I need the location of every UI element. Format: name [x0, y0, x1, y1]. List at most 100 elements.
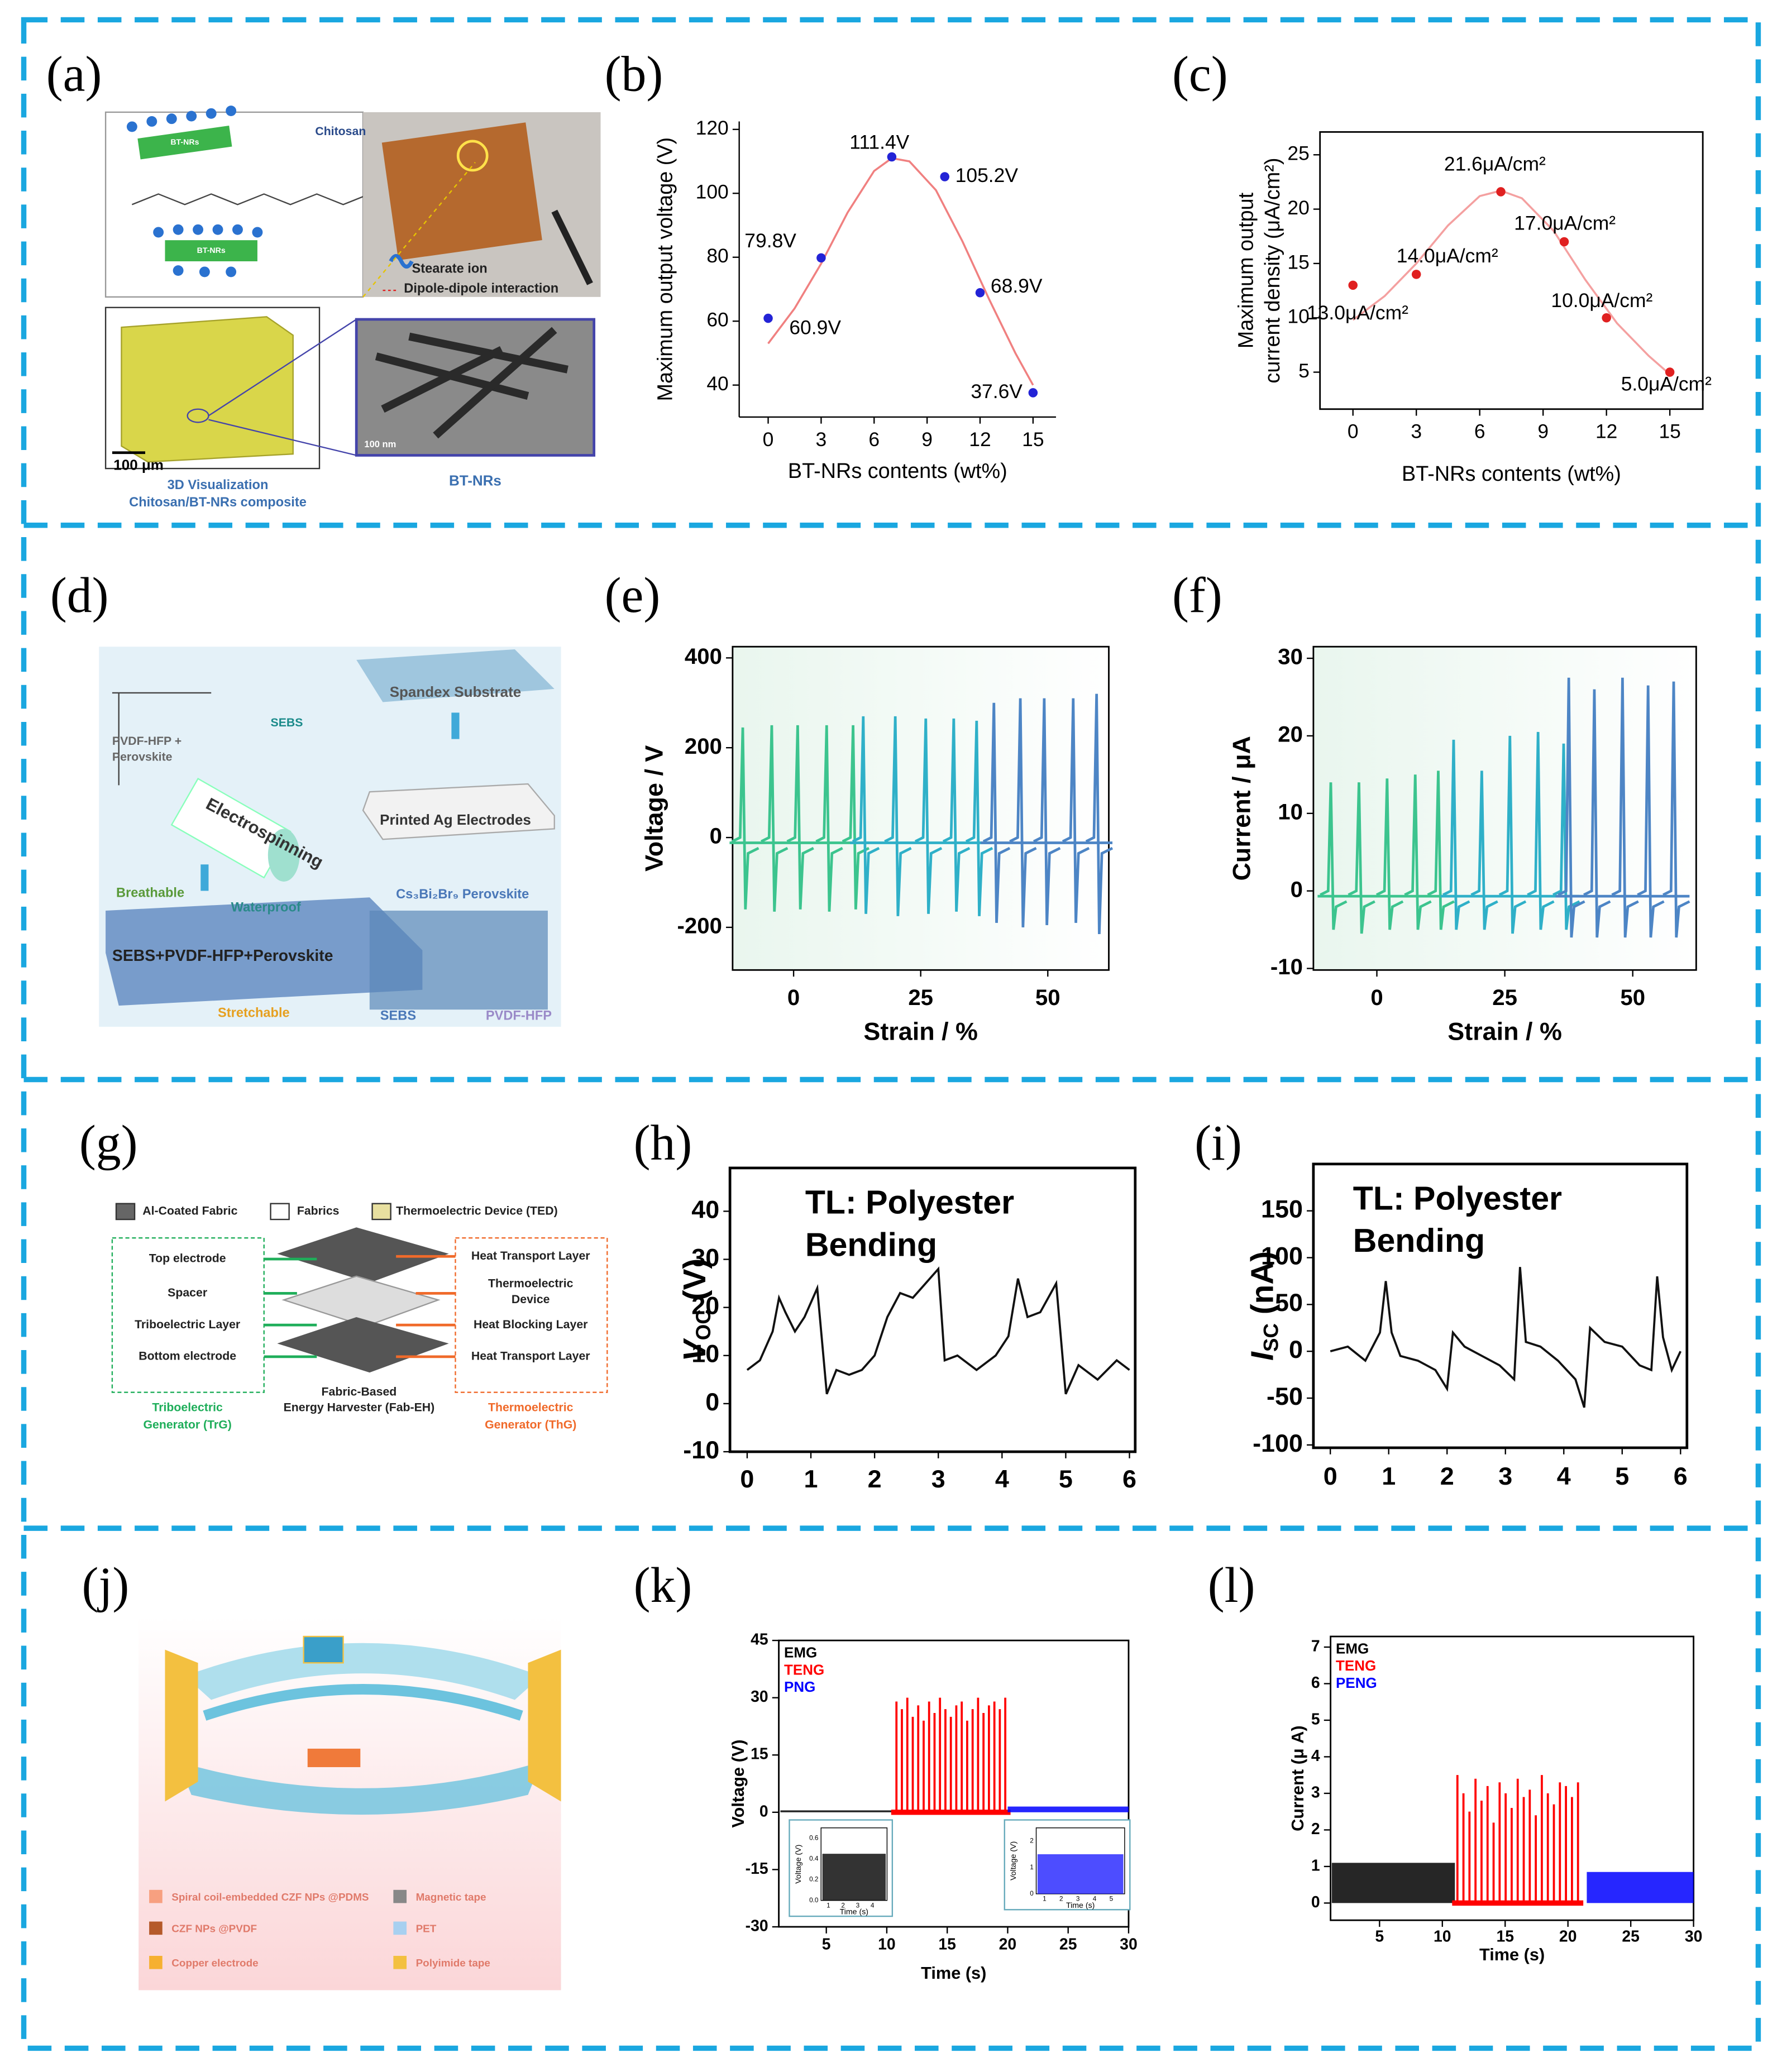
y-axis-label: Current / μA [1227, 736, 1255, 881]
x-tick-label: 6 [1474, 420, 1485, 443]
plot-frame [1319, 131, 1704, 410]
diagram-label: Heat Blocking Layer [474, 1318, 587, 1331]
y-tick-label: 3 [1311, 1783, 1320, 1801]
y-tick-label: 200 [685, 734, 722, 759]
y-tick-label: 20 [1287, 197, 1309, 219]
x-tick-label: 25 [908, 985, 933, 1010]
spike [815, 725, 843, 912]
spike [1062, 698, 1090, 923]
diagram-label: Spiral coil-embedded CZF NPs @PDMS [171, 1892, 369, 1903]
data-label: 5.0μA/cm² [1621, 373, 1712, 395]
x-axis-label: Strain / % [1447, 1017, 1562, 1046]
x-tick-label: 4 [995, 1465, 1009, 1493]
spike [1375, 778, 1404, 930]
legend-entry: TENG [784, 1661, 824, 1678]
spike [1611, 677, 1639, 938]
diagram-label: 100 μm [113, 456, 164, 473]
y-tick-label: 40 [691, 1195, 719, 1223]
y-axis-label: Maximum output voltage (V) [654, 137, 677, 401]
chart-title: TL: Polyester [805, 1184, 1014, 1221]
inset-y-tick-label: 0.2 [809, 1875, 818, 1883]
data-point [763, 313, 773, 323]
y-label-unit: (nA) [1245, 1251, 1280, 1323]
spike [786, 725, 814, 910]
x-tick-label: 15 [1659, 420, 1680, 443]
chart-title: Bending [1353, 1222, 1485, 1259]
x-axis-label: BT-NRs contents (wt%) [1402, 462, 1621, 486]
y-tick-label: 400 [685, 644, 722, 669]
inset-x-tick-label: 3 [1076, 1894, 1080, 1902]
x-tick-label: 6 [868, 428, 880, 451]
diagram-label: BT-NRs [449, 472, 501, 489]
y-tick-label: 0 [710, 824, 722, 849]
plot-frame [778, 1639, 1130, 1928]
panel-label: (b) [605, 46, 663, 102]
diagram-label: BT-NRs [170, 138, 199, 147]
diagram-label: Triboelectric [152, 1401, 223, 1414]
x-tick-label: 50 [1620, 985, 1645, 1010]
y-tick-label: 15 [1287, 251, 1309, 273]
x-tick-label: 30 [1120, 1936, 1138, 1954]
x-tick-label: 1 [1382, 1462, 1396, 1490]
legend-entry: PNG [784, 1678, 815, 1695]
inset-y-tick-label: 2 [1030, 1836, 1034, 1844]
chart: 0 1 2 3 4 5 6 -100 -50 0 50 100 150 ISC (nA) TL: Polye… [1245, 1162, 1689, 1490]
y-tick-label: 20 [691, 1291, 719, 1320]
diagram-label: Thermoelectric Device (TED) [396, 1204, 558, 1217]
data-point [816, 253, 826, 263]
y-tick-label: 0 [1311, 1893, 1320, 1911]
spike [1637, 685, 1665, 938]
panel-label: (f) [1172, 568, 1222, 623]
data-label: 68.9V [991, 275, 1043, 297]
signal-band [1007, 1806, 1129, 1812]
panel-label: (j) [82, 1558, 130, 1613]
data-label: 37.6V [971, 380, 1023, 403]
diagram-label: Chitosan [315, 125, 366, 138]
y-axis-label: VOC (V) [677, 1258, 715, 1362]
spike [1320, 782, 1348, 930]
x-tick-label: 10 [878, 1936, 896, 1954]
y-tick-label: 100 [1261, 1241, 1303, 1270]
spike [1404, 774, 1432, 930]
spike [1558, 677, 1585, 938]
spike [1427, 771, 1455, 930]
diagram-label: Cs₃Bi₂Br₉ Perovskite [396, 887, 529, 902]
signal-band [1587, 1872, 1694, 1903]
data-point [1602, 313, 1611, 323]
y-tick-label: 1 [1311, 1856, 1320, 1874]
y-tick-label: 100 [696, 181, 729, 203]
spike [1348, 782, 1375, 934]
x-tick-label: 5 [1375, 1927, 1384, 1945]
x-tick-label: 9 [1537, 420, 1549, 443]
y-tick-label: -50 [1267, 1382, 1303, 1410]
inset-y-tick-label: 0 [1030, 1889, 1034, 1897]
panel-label: (i) [1195, 1116, 1242, 1171]
spike [1498, 735, 1527, 934]
diagram-label: Copper electrode [171, 1958, 258, 1969]
data-label: 60.9V [789, 316, 841, 338]
x-tick-label: 6 [1674, 1462, 1688, 1490]
legend-entry: EMG [1336, 1640, 1369, 1657]
x-tick-label: 2 [868, 1465, 882, 1493]
x-tick-label: 12 [969, 428, 991, 451]
x-tick-label: 3 [816, 428, 827, 451]
x-axis-label: Time (s) [921, 1963, 986, 1983]
diagram-label: Generator (TrG) [143, 1418, 231, 1431]
data-label: 10.0μA/cm² [1551, 289, 1652, 312]
data-point [1348, 280, 1358, 290]
y-tick-label: 4 [1311, 1747, 1320, 1765]
y-tick-label: 0 [1289, 1335, 1303, 1363]
x-tick-label: 15 [1022, 428, 1044, 451]
x-tick-label: 0 [740, 1465, 754, 1493]
inset-y-label: Voltage (V) [794, 1845, 803, 1884]
y-tick-label: 10 [1278, 799, 1303, 824]
spike [1033, 698, 1061, 925]
diagram-label: SEBS [380, 1008, 416, 1023]
inset-y-tick-label: 0.0 [809, 1896, 819, 1904]
y-axis-label: Voltage (V) [728, 1739, 748, 1827]
inset-y-tick-label: 1 [1030, 1863, 1034, 1871]
y-tick-label: 0 [1291, 877, 1303, 902]
x-tick-label: 1 [804, 1465, 818, 1493]
x-tick-label: 6 [1122, 1465, 1136, 1493]
y-tick-label: 120 [696, 117, 729, 139]
